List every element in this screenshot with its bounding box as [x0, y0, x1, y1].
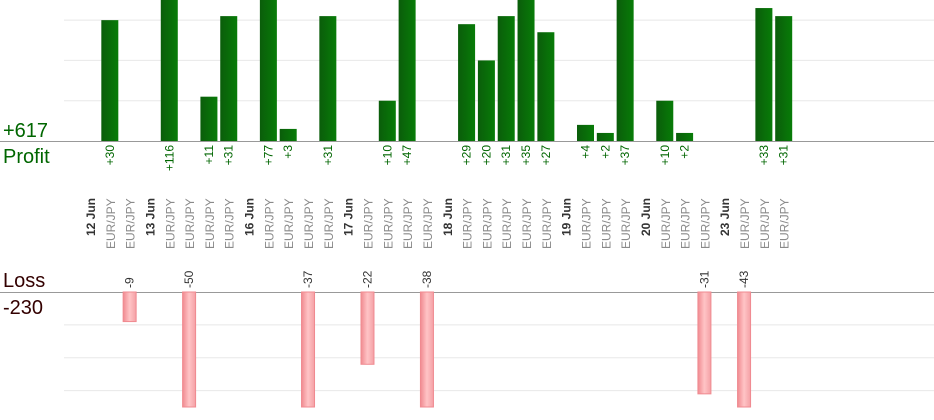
profit-bar	[775, 16, 793, 141]
pair-label: EUR/JPY	[580, 198, 594, 249]
loss-value-label: -9	[123, 277, 137, 288]
date-label: 23 Jun	[718, 198, 732, 236]
date-label: 13 Jun	[143, 198, 157, 236]
pair-label: EUR/JPY	[302, 198, 316, 249]
profit-total: +617	[3, 120, 49, 142]
profit-bar	[220, 16, 238, 141]
profit-value-label: +30	[103, 145, 117, 166]
pair-label: EUR/JPY	[540, 198, 554, 249]
loss-value-label: -50	[182, 270, 196, 288]
profit-bar	[259, 0, 277, 141]
loss-bar	[360, 291, 375, 365]
date-label: 12 Jun	[84, 198, 98, 236]
pair-label: EUR/JPY	[500, 198, 514, 249]
pair-label: EUR/JPY	[183, 198, 197, 249]
profit-value-label: +2	[678, 145, 692, 159]
pair-label: EUR/JPY	[223, 198, 237, 249]
loss-bar	[419, 291, 434, 408]
loss-bar	[737, 291, 752, 408]
profit-value-label: +27	[539, 145, 553, 166]
profit-value-label: +31	[321, 145, 335, 166]
pair-label: EUR/JPY	[401, 198, 415, 249]
pair-label: EUR/JPY	[758, 198, 772, 249]
profit-value-label: +2	[598, 145, 612, 159]
pair-label: EUR/JPY	[619, 198, 633, 249]
profit-value-label: +31	[777, 145, 791, 166]
pair-label: EUR/JPY	[124, 198, 138, 249]
profit-value-label: +116	[162, 145, 176, 171]
pair-label: EUR/JPY	[163, 198, 177, 249]
profit-value-label: +77	[261, 145, 275, 166]
loss-value-label: -38	[420, 270, 434, 288]
profit-bar	[160, 0, 178, 141]
pair-label: EUR/JPY	[461, 198, 475, 249]
loss-value-label: -43	[737, 270, 751, 288]
date-label: 16 Jun	[243, 198, 257, 236]
profit-value-label: +10	[380, 145, 394, 166]
profit-bar	[378, 100, 396, 141]
profit-bar	[319, 16, 337, 141]
profit-value-label: +29	[460, 145, 474, 166]
profit-bar	[676, 132, 694, 141]
pair-label: EUR/JPY	[282, 198, 296, 249]
pair-label: EUR/JPY	[381, 198, 395, 249]
pair-label: EUR/JPY	[599, 198, 613, 249]
date-label: 20 Jun	[639, 198, 653, 236]
pair-label: EUR/JPY	[698, 198, 712, 249]
profit-bar	[458, 24, 476, 141]
pair-label: EUR/JPY	[480, 198, 494, 249]
pair-label: EUR/JPY	[203, 198, 217, 249]
profit-value-label: +31	[222, 145, 236, 166]
date-label: 19 Jun	[560, 198, 574, 236]
loss-bar	[122, 291, 137, 323]
loss-label: Loss	[3, 270, 46, 292]
loss-bar	[301, 291, 316, 408]
profit-bar	[279, 128, 297, 141]
profit-bar	[596, 132, 614, 141]
bars	[101, 0, 793, 408]
pair-label: EUR/JPY	[104, 198, 118, 249]
date-label: 18 Jun	[441, 198, 455, 236]
loss-total: -230	[3, 297, 44, 319]
profit-value-label: +11	[202, 145, 216, 165]
pair-label: EUR/JPY	[778, 198, 792, 249]
loss-value-label: -37	[301, 270, 315, 288]
pair-label: EUR/JPY	[520, 198, 534, 249]
profit-value-label: +20	[479, 145, 493, 166]
profit-value-label: +3	[281, 145, 295, 159]
profit-value-label: +4	[579, 145, 593, 159]
loss-value-label: -31	[697, 270, 711, 288]
profit-value-label: +35	[519, 145, 533, 166]
pair-label: EUR/JPY	[679, 198, 693, 249]
labels: 12 Jun EUR/JPY +30 EUR/JPY -9 13 Jun EUR/JPY +1…	[84, 145, 792, 288]
loss-bar	[697, 291, 712, 395]
profit-bar	[477, 60, 495, 141]
pair-label: EUR/JPY	[262, 198, 276, 249]
profit-bar	[755, 8, 773, 141]
profit-value-label: +37	[618, 145, 632, 166]
profit-value-label: +10	[658, 145, 672, 166]
pair-label: EUR/JPY	[659, 198, 673, 249]
profit-bar	[517, 0, 535, 141]
profit-label: Profit	[3, 146, 50, 168]
profit-value-label: +31	[499, 145, 513, 166]
profit-value-label: +33	[757, 145, 771, 166]
pair-label: EUR/JPY	[361, 198, 375, 249]
date-label: 17 Jun	[342, 198, 356, 236]
profit-value-label: +47	[400, 145, 414, 166]
profit-bar	[200, 96, 218, 141]
profit-bar	[577, 124, 594, 141]
loss-value-label: -22	[360, 270, 374, 288]
profit-bar	[656, 100, 674, 141]
profit-bar	[101, 20, 119, 142]
pair-label: EUR/JPY	[421, 198, 435, 249]
pair-label: EUR/JPY	[738, 198, 752, 249]
pair-label: EUR/JPY	[322, 198, 336, 249]
loss-bar	[182, 291, 197, 408]
profit-bar	[398, 0, 416, 141]
profit-bar	[497, 16, 515, 141]
profit-bar	[616, 0, 634, 141]
profit-bar	[537, 32, 555, 141]
